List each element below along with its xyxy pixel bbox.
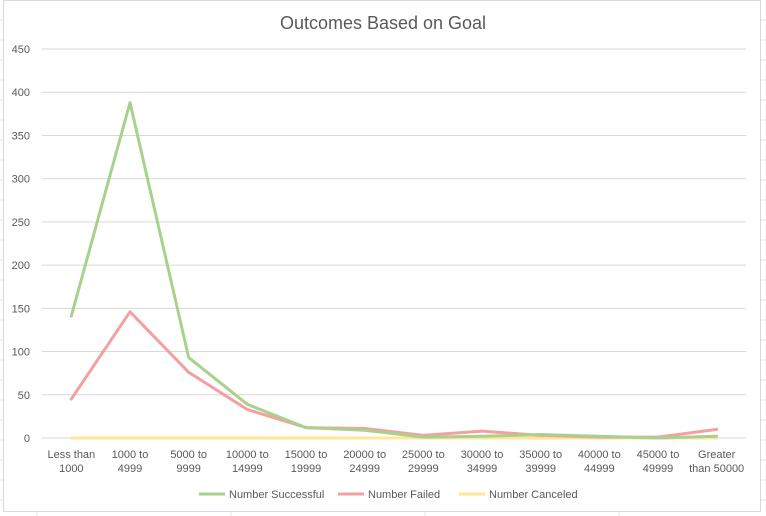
y-tick-label: 200 — [12, 260, 30, 272]
series-line-number-successful[interactable] — [69, 101, 719, 440]
y-tick-label: 50 — [18, 390, 30, 402]
chart-title: Outcomes Based on Goal — [280, 13, 486, 33]
legend-label: Number Canceled — [489, 489, 578, 501]
y-tick-label: 150 — [12, 303, 30, 315]
x-tick-label: 40000 to 44999 — [578, 449, 621, 475]
x-tick-label: 5000 to 9999 — [170, 449, 207, 475]
y-tick-label: 250 — [12, 217, 30, 229]
legend[interactable]: Number Successful Number Failed Number Can… — [199, 489, 578, 501]
y-tick-label: 300 — [12, 174, 30, 186]
x-tick-label: Greater than 50000 — [689, 449, 744, 475]
line-chart: Outcomes Based on Goal 0 50 100 150 200 250 30… — [12, 13, 746, 501]
y-tick-label: 450 — [12, 44, 30, 56]
x-tick-label: 45000 to 49999 — [637, 449, 680, 475]
x-tick-label: 1000 to 4999 — [112, 449, 149, 475]
chart-area[interactable]: Outcomes Based on Goal 0 50 100 150 200 250 30… — [3, 0, 761, 512]
series-line-number-failed[interactable] — [69, 310, 719, 439]
legend-label: Number Successful — [229, 489, 324, 501]
y-tick-label: 400 — [12, 87, 30, 99]
x-tick-label: 25000 to 29999 — [402, 449, 445, 475]
y-tick-label: 350 — [12, 130, 30, 142]
series-lines — [69, 101, 719, 440]
y-tick-label: 100 — [12, 347, 30, 359]
x-tick-label: 20000 to 24999 — [343, 449, 386, 475]
y-axis-ticks: 0 50 100 150 200 250 300 350 400 450 — [12, 44, 30, 445]
x-tick-label: 10000 to 14999 — [226, 449, 269, 475]
x-axis-ticks: Less than 1000 1000 to 4999 5000 to 9999 10000… — [47, 449, 744, 475]
legend-label: Number Failed — [368, 489, 440, 501]
x-tick-label: 35000 to 39999 — [519, 449, 562, 475]
y-tick-label: 0 — [24, 433, 30, 445]
x-tick-label: 15000 to 19999 — [285, 449, 328, 475]
gridlines — [42, 48, 746, 439]
x-tick-label: Less than 1000 — [47, 449, 95, 475]
x-tick-label: 30000 to 34999 — [461, 449, 504, 475]
